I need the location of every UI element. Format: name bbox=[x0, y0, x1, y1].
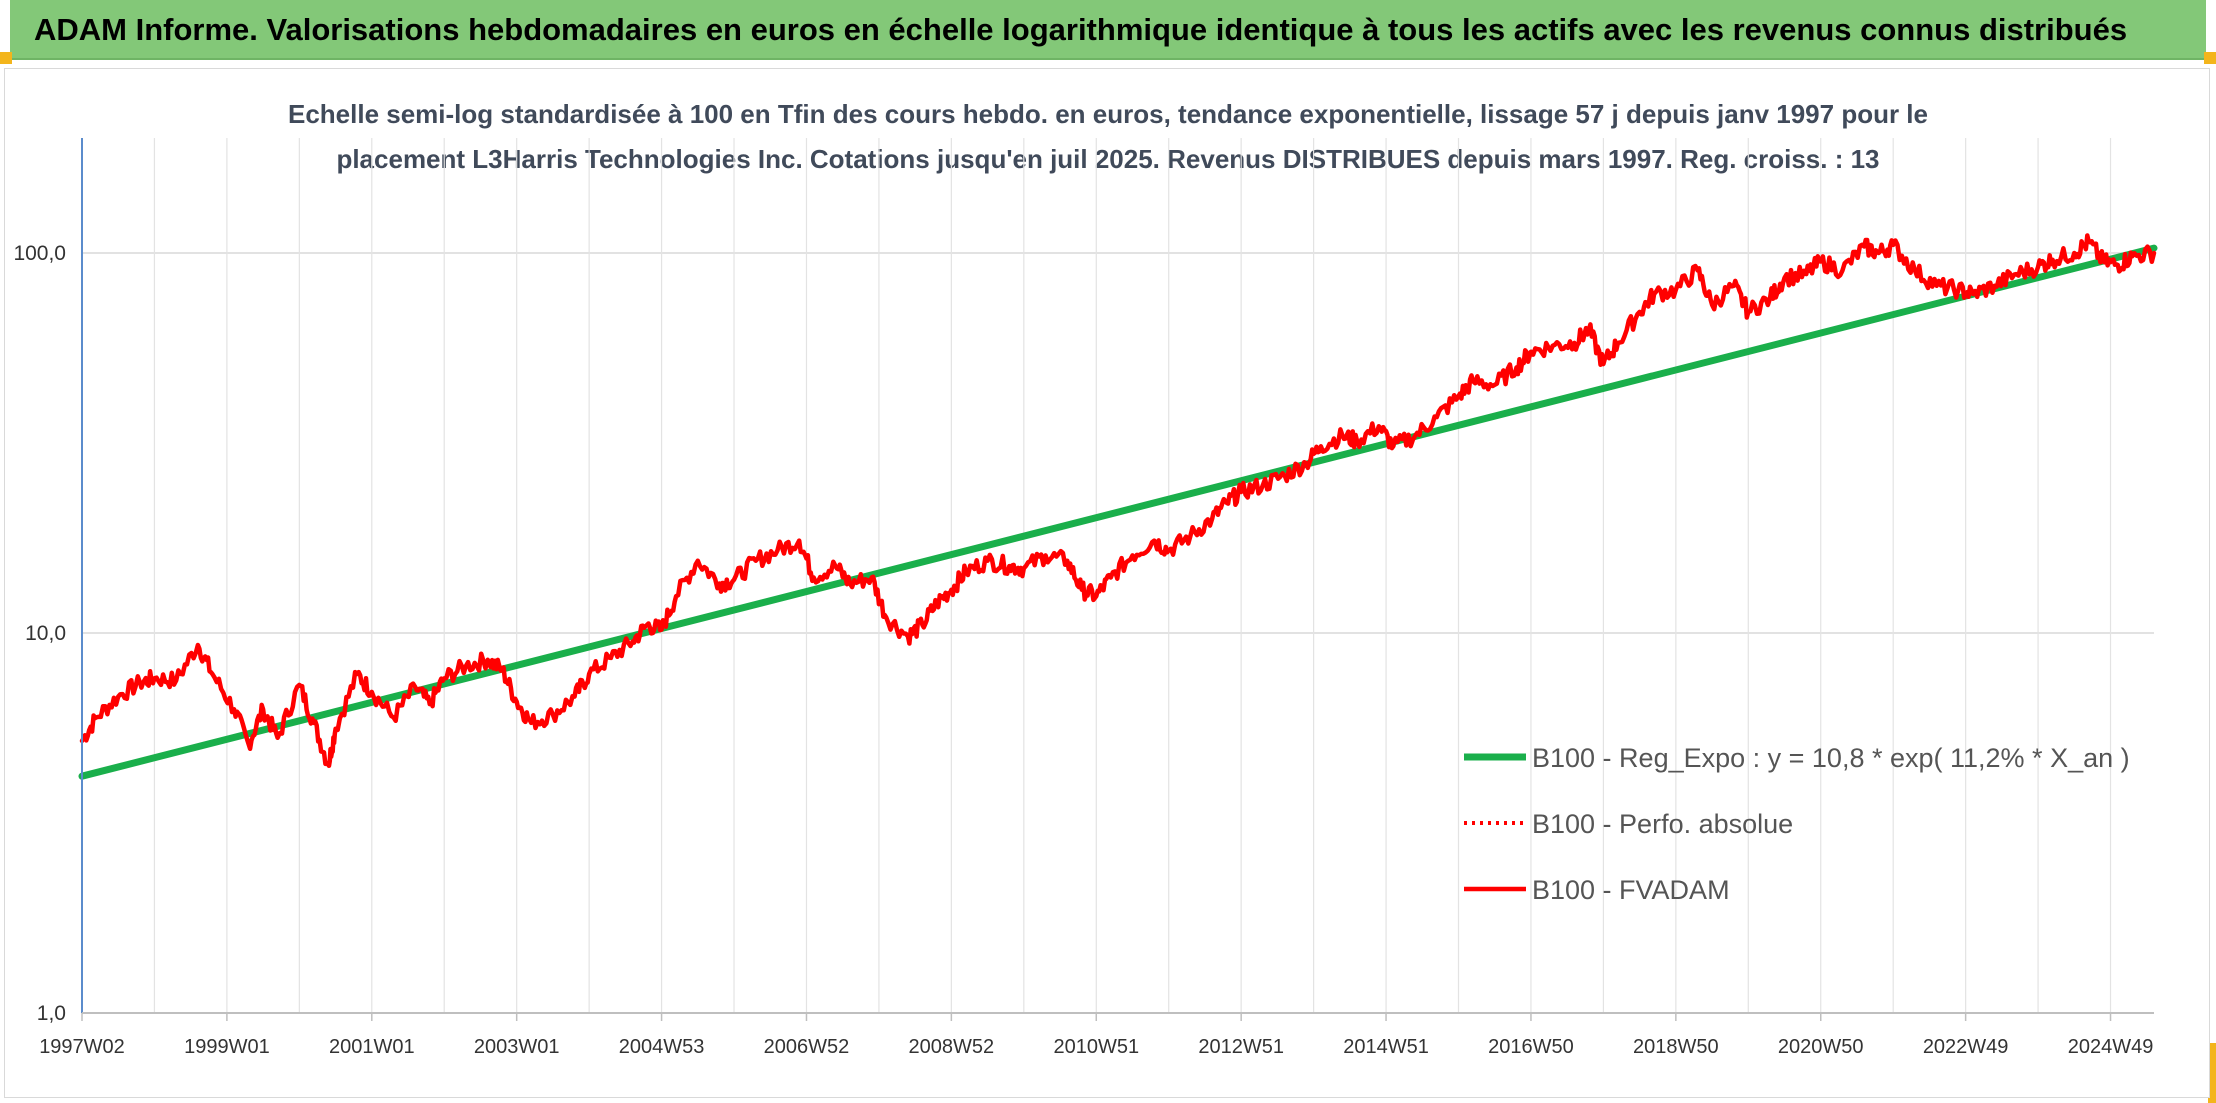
corner-marker-right bbox=[2204, 52, 2216, 64]
x-tick-label: 1997W02 bbox=[39, 1036, 125, 1058]
legend: B100 - Reg_Expo : y = 10,8 * exp( 11,2% … bbox=[1464, 743, 2130, 905]
x-tick-label: 2010W51 bbox=[1053, 1036, 1139, 1058]
chart-subtitle-line-1: Echelle semi-log standardisée à 100 en T… bbox=[288, 99, 1928, 129]
legend-label-0: B100 - Reg_Expo : y = 10,8 * exp( 11,2% … bbox=[1532, 743, 2130, 773]
x-tick-label: 2012W51 bbox=[1198, 1036, 1284, 1058]
corner-marker-bottom-right bbox=[2208, 1043, 2216, 1103]
series-line-2 bbox=[79, 233, 2157, 769]
x-tick-label: 2003W01 bbox=[474, 1036, 560, 1058]
x-tick-label: 2024W49 bbox=[2068, 1036, 2154, 1058]
x-tick-label: 2006W52 bbox=[764, 1036, 850, 1058]
x-tick-label: 2022W49 bbox=[1923, 1036, 2009, 1058]
report-title: ADAM Informe. Valorisations hebdomadaire… bbox=[10, 0, 2206, 60]
y-tick-label: 100,0 bbox=[13, 242, 66, 265]
legend-label-2: B100 - FVADAM bbox=[1532, 875, 1730, 905]
series-line-0 bbox=[78, 244, 2158, 780]
series-layer bbox=[78, 233, 2158, 780]
x-tick-label: 2016W50 bbox=[1488, 1036, 1574, 1058]
x-tick-label: 2008W52 bbox=[909, 1036, 995, 1058]
x-tick-label: 2018W50 bbox=[1633, 1036, 1719, 1058]
y-tick-label: 10,0 bbox=[25, 622, 66, 645]
x-tick-label: 2004W53 bbox=[619, 1036, 705, 1058]
chart-subtitle-line-2: placement L3Harris Technologies Inc. Cot… bbox=[336, 144, 1879, 174]
y-tick-label: 1,0 bbox=[37, 1002, 66, 1025]
legend-label-1: B100 - Perfo. absolue bbox=[1532, 809, 1793, 839]
axes: 1,0 10,0 100,0 1997W02 1999W01 2001W01 2003W01… bbox=[13, 138, 2154, 1058]
x-tick-label: 2020W50 bbox=[1778, 1036, 1864, 1058]
x-tick-label: 1999W01 bbox=[184, 1036, 270, 1058]
corner-marker-left bbox=[0, 52, 12, 64]
x-tick-label: 2014W51 bbox=[1343, 1036, 1429, 1058]
x-tick-label: 2001W01 bbox=[329, 1036, 415, 1058]
